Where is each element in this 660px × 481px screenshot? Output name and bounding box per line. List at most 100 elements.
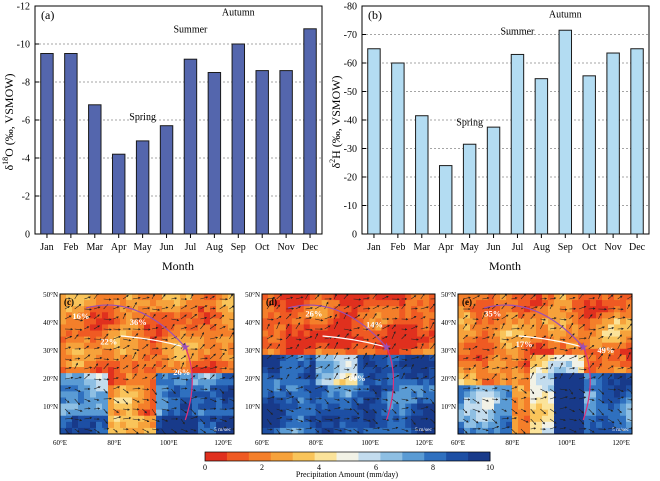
map-cell	[357, 318, 365, 326]
map-cell	[548, 348, 555, 356]
map-cell	[500, 427, 507, 434]
trajectory-line	[85, 304, 186, 348]
wind-vector	[353, 356, 359, 360]
map-cell	[291, 427, 299, 434]
map-cell	[566, 324, 573, 332]
map-cell	[590, 330, 597, 338]
map-cell	[572, 294, 579, 301]
map-cell	[222, 348, 229, 356]
map-cell	[180, 306, 187, 313]
map-cell	[297, 421, 305, 429]
map-cell	[78, 385, 85, 392]
map-cell	[494, 409, 501, 417]
map-cell	[279, 415, 287, 423]
map-cell	[566, 373, 573, 380]
map-cell	[572, 397, 579, 405]
map-cell	[72, 391, 79, 399]
map-cell	[464, 336, 471, 344]
map-cell	[138, 354, 145, 362]
map-cell	[309, 336, 317, 344]
y-ticks-b: 0-10-20-30-40-50-60-70-80	[344, 2, 366, 241]
map-cell	[560, 427, 567, 434]
wind-vector	[420, 375, 428, 380]
map-cell	[608, 367, 615, 374]
map-cell	[417, 348, 424, 356]
map-cell	[411, 300, 418, 307]
map-cell	[186, 330, 193, 338]
x-tick-label-aug: Aug	[533, 242, 550, 253]
map-cell	[494, 336, 501, 344]
map-cell	[572, 306, 579, 313]
map-cell	[150, 397, 157, 405]
map-cell	[126, 318, 133, 326]
map-cell	[494, 348, 501, 356]
map-cell	[542, 342, 549, 350]
wind-vector	[334, 428, 343, 432]
wind-vector	[401, 372, 405, 380]
wind-vector	[209, 323, 217, 330]
map-cell	[162, 318, 169, 326]
wind-vector	[286, 313, 292, 320]
map-cell	[174, 312, 181, 319]
map-cell	[458, 342, 465, 350]
map-cell	[351, 306, 359, 313]
y-tick-label: -12	[17, 2, 30, 13]
wind-vector	[501, 398, 508, 401]
map-cell	[132, 300, 139, 307]
map-cell	[542, 336, 549, 344]
map-cell	[96, 342, 103, 350]
wind-vector	[530, 388, 535, 395]
map-cell	[285, 324, 293, 332]
map-cell	[506, 360, 513, 368]
bar-feb	[64, 53, 78, 235]
wind-vector	[472, 418, 479, 424]
x-tick-label-jan: Jan	[40, 242, 53, 253]
lat-tick-label: 20°N	[43, 375, 58, 383]
map-cell	[524, 312, 531, 319]
wind-vector	[209, 428, 217, 432]
map-cell	[150, 324, 157, 332]
map-cell	[500, 354, 507, 362]
map-cell	[78, 403, 85, 411]
wind-vector	[295, 376, 302, 380]
map-cell	[204, 318, 211, 326]
map-cell	[138, 306, 145, 313]
map-cell	[423, 385, 430, 392]
map-cell	[554, 403, 561, 411]
map-cell	[60, 306, 67, 313]
wind-vector	[219, 426, 227, 430]
map-cell	[126, 397, 133, 405]
wind-vector	[103, 328, 112, 331]
wind-vector	[607, 408, 614, 412]
wind-vector	[209, 307, 216, 310]
wind-vector	[430, 418, 435, 424]
map-cell	[78, 294, 85, 301]
map-cell	[150, 403, 157, 411]
map-cell	[291, 306, 299, 313]
wind-vector	[598, 363, 602, 370]
map-cell	[210, 397, 217, 405]
map-cell	[174, 373, 181, 380]
map-cell	[168, 294, 175, 301]
bar-mar	[415, 115, 429, 235]
map-cell	[411, 360, 418, 368]
map-cell	[566, 427, 573, 434]
map-cell	[285, 379, 293, 386]
wind-vector	[578, 408, 584, 414]
map-cell	[72, 342, 79, 350]
map-cell	[84, 409, 91, 417]
map-cell	[572, 312, 579, 319]
map-cell	[423, 421, 430, 429]
wind-vector	[161, 418, 169, 422]
map-cell	[548, 373, 555, 380]
map-cell	[78, 300, 85, 307]
map-cell	[144, 391, 151, 399]
map-cell	[216, 294, 223, 301]
map-cell	[222, 421, 229, 429]
map-cell	[458, 379, 465, 386]
map-cell	[156, 409, 163, 417]
wind-vector	[200, 316, 208, 320]
map-cell	[381, 300, 388, 307]
map-cell	[393, 379, 400, 386]
wind-vector	[113, 377, 119, 380]
